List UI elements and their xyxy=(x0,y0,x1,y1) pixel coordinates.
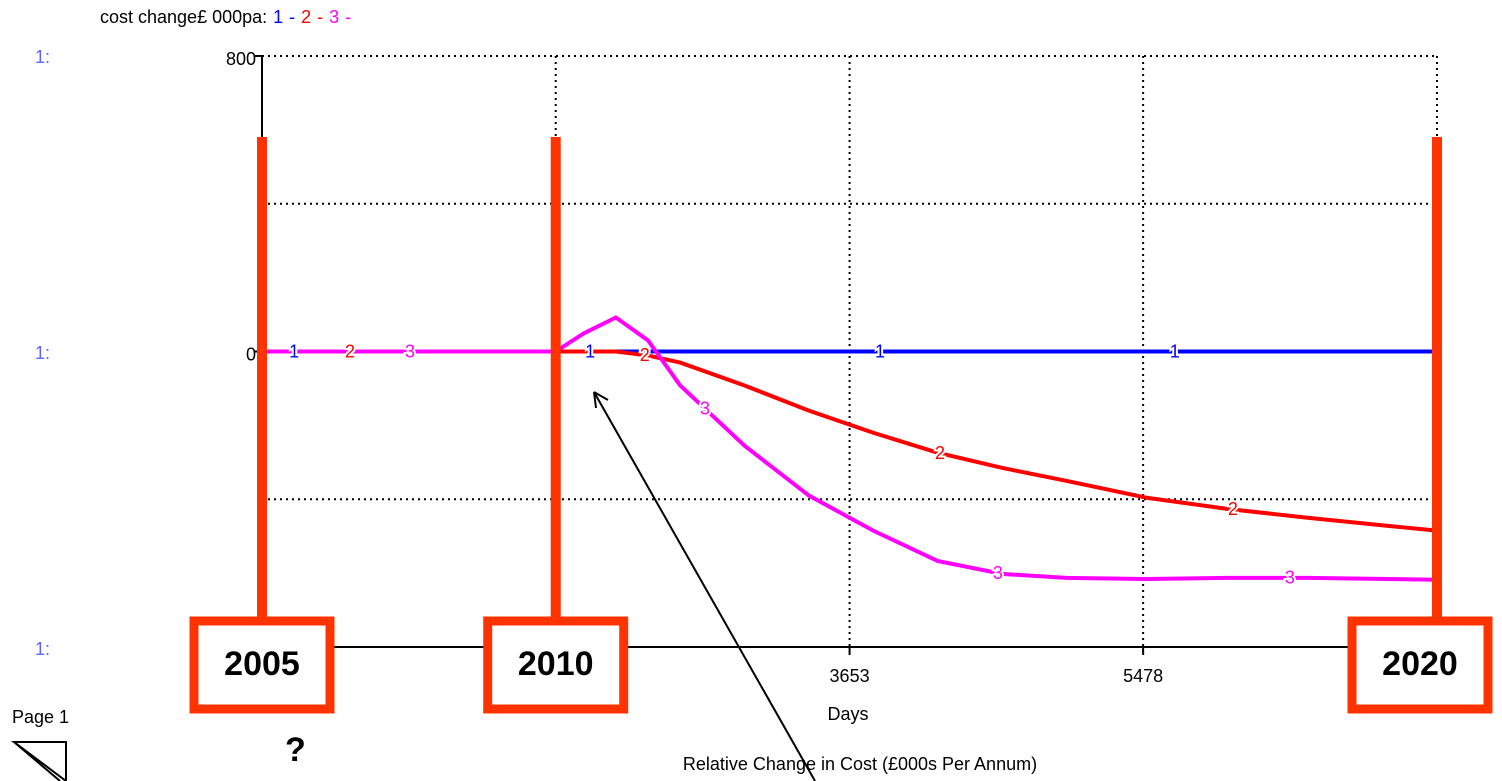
legend-entry: 2 xyxy=(301,7,311,27)
annotation-bar xyxy=(1432,137,1442,622)
scale-label: 1: xyxy=(35,343,50,363)
series-line xyxy=(262,315,1438,582)
annotation-label: 2005 xyxy=(224,645,300,683)
series-marker: 2 xyxy=(640,345,650,365)
annotation-bar xyxy=(550,137,561,622)
series-marker: 1 xyxy=(289,341,299,361)
x-tick-label: 5478 xyxy=(1123,666,1163,686)
x-tick-label: 3653 xyxy=(830,666,870,686)
legend-separator: - xyxy=(289,7,295,27)
plot: 0 800 3653 5478 1 1 1 1 2 2 2 2 3 3 3 3 xyxy=(226,49,1438,686)
annotation-label: 2010 xyxy=(518,645,594,683)
legend-separator: - xyxy=(317,7,323,27)
arrow-head xyxy=(593,391,609,409)
annotation-bar xyxy=(257,137,267,622)
series-marker: 3 xyxy=(700,398,710,418)
x-axis-label: Days xyxy=(827,704,868,724)
series-marker: 3 xyxy=(405,341,415,361)
annotation-box xyxy=(483,616,629,714)
series-marker: 3 xyxy=(993,563,1003,583)
series-marker: 3 xyxy=(1285,568,1295,588)
scale-label: 1: xyxy=(35,639,50,659)
legend-title: cost change£ 000pa: xyxy=(100,7,267,27)
series-marker: 1 xyxy=(1170,341,1180,361)
series-marker: 1 xyxy=(875,341,885,361)
annotation-box xyxy=(1347,616,1493,714)
series-marker: 1 xyxy=(585,341,595,361)
legend-entry: 3 xyxy=(329,7,339,27)
y-tick-label: 0 xyxy=(246,344,256,364)
series-marker: 2 xyxy=(1228,499,1238,519)
page-icon[interactable] xyxy=(11,741,67,781)
series-marker: 2 xyxy=(935,443,945,463)
y-tick-label: 800 xyxy=(226,49,256,69)
legend-entry: 1 xyxy=(273,7,283,27)
page-label[interactable]: Page 1 xyxy=(12,707,69,727)
help-icon[interactable]: ? xyxy=(285,731,306,769)
series-marker: 2 xyxy=(345,341,355,361)
legend-separator: - xyxy=(345,7,351,27)
annotation-label: 2020 xyxy=(1382,645,1458,683)
chart-title: Relative Change in Cost (£000s Per Annum… xyxy=(683,754,1037,774)
arrow xyxy=(593,391,816,781)
legend: cost change£ 000pa: 1-2-3- xyxy=(100,7,351,27)
scale-label: 1: xyxy=(35,47,50,67)
annotation-box xyxy=(189,616,335,714)
